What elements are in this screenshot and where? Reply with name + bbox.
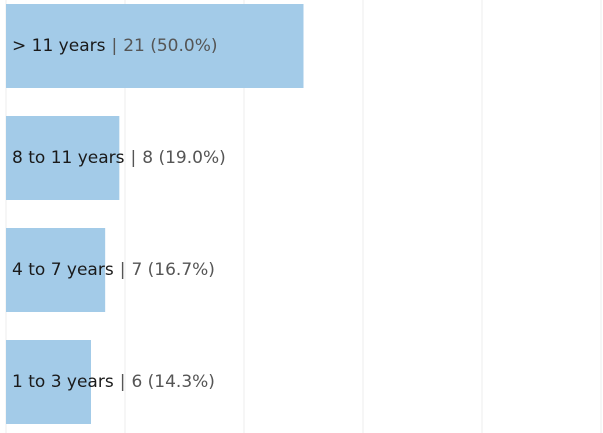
category-label: 4 to 7 years xyxy=(12,260,114,280)
separator: | xyxy=(111,36,117,56)
value-label: 7 (16.7%) xyxy=(131,260,215,280)
bar-label: 4 to 7 years | 7 (16.7%) xyxy=(12,260,215,280)
bar-label: > 11 years | 21 (50.0%) xyxy=(12,36,218,56)
category-label: > 11 years xyxy=(12,36,106,56)
bar xyxy=(6,340,91,424)
category-label: 1 to 3 years xyxy=(12,372,114,392)
separator: | xyxy=(120,372,126,392)
bar-label: 1 to 3 years | 6 (14.3%) xyxy=(12,372,215,392)
value-label: 21 (50.0%) xyxy=(123,36,217,56)
value-label: 8 (19.0%) xyxy=(142,148,226,168)
bar xyxy=(6,4,304,88)
value-label: 6 (14.3%) xyxy=(131,372,215,392)
separator: | xyxy=(120,260,126,280)
separator: | xyxy=(131,148,137,168)
bar-label: 8 to 11 years | 8 (19.0%) xyxy=(12,148,226,168)
bar xyxy=(6,228,106,312)
bar xyxy=(6,116,120,200)
category-label: 8 to 11 years xyxy=(12,148,125,168)
